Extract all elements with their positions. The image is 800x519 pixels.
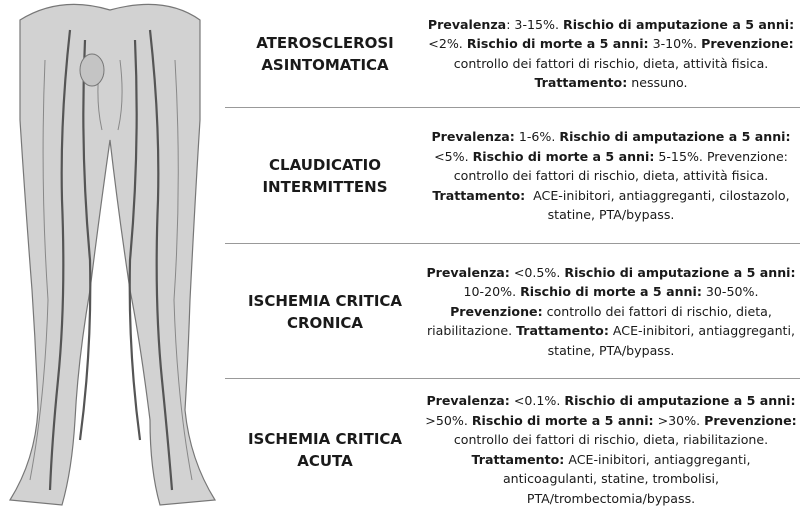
description-text: >30%. (653, 412, 705, 428)
section-description: Prevalenza: 1-6%. Rischio di amputazione… (425, 127, 797, 225)
description-text: Prevalenza: (431, 129, 515, 145)
description-text: Rischio di amputazione a 5 anni: (559, 129, 791, 145)
section-title: CLAUDICATIO INTERMITTENS (225, 154, 425, 198)
description-text: controllo dei fattori di rischio, dieta,… (453, 432, 769, 447)
description-text: 3-10%. (648, 36, 702, 51)
description-text: Prevenzione: (704, 412, 797, 428)
section-title: ISCHEMIA CRITICA CRONICA (225, 290, 425, 334)
description-text: Rischio di amputazione a 5 anni: (564, 393, 796, 408)
legs-illustration (8, 3, 217, 506)
description-text: <0.5%. (509, 264, 565, 280)
title-line: ASINTOMATICA (261, 55, 389, 74)
description-text: Trattamento: (471, 451, 565, 467)
title-line: ATEROSCLEROSI (256, 33, 394, 52)
description-text: Prevenzione: (450, 303, 543, 319)
description-text: Trattamento: (432, 187, 526, 203)
description-text: 30-50%. (701, 284, 763, 300)
description-text: Prevenzione: (701, 36, 794, 51)
section-title: ISCHEMIA CRITICA ACUTA (225, 428, 425, 472)
description-text: >50%. (425, 393, 800, 428)
description-text: controllo dei fattori di rischio, dieta,… (453, 148, 792, 184)
description-text: <5%. (434, 129, 795, 164)
section-description: Prevalenza: <0.5%. Rischio di amputazion… (425, 263, 797, 361)
description-text: ACE-inibitori, antiaggreganti, cilostazo… (525, 187, 794, 223)
description-text: 5-15%. (654, 148, 707, 164)
section-row: ISCHEMIA CRITICA ACUTA Prevalenza: <0.1%. … (225, 378, 800, 519)
description-text: Rischio di morte a 5 anni: (466, 36, 649, 51)
description-text: Prevalenza: (426, 393, 510, 408)
description-text: Rischio di morte a 5 anni: (471, 412, 654, 428)
section-row: ISCHEMIA CRITICA CRONICA Prevalenza: <0.5%… (225, 243, 800, 379)
title-line: ISCHEMIA CRITICA (247, 429, 403, 448)
description-text: ACE-inibitori, antiaggreganti, statine, … (547, 323, 800, 358)
description-text: nessuno. (627, 75, 688, 90)
description-text: Rischio di amputazione a 5 anni: (564, 264, 796, 280)
description-text: Trattamento: (516, 323, 609, 339)
title-line: INTERMITTENS (262, 178, 388, 196)
description-text: Prevenzione: (706, 148, 788, 164)
description-text: <2%. (428, 16, 799, 51)
description-text: Prevalenza: (426, 264, 510, 280)
title-line: ACUTA (297, 451, 353, 470)
description-text: 1-6%. (514, 129, 560, 145)
description-text: Rischio di morte a 5 anni: (520, 284, 702, 300)
description-text: : 3-15%. (506, 16, 563, 32)
title-line: CLAUDICATIO (269, 156, 381, 174)
section-row: ATEROSCLEROSI ASINTOMATICA Prevalenza: 3-1… (225, 0, 800, 107)
section-description: Prevalenza: 3-15%. Rischio di amputazion… (425, 15, 797, 93)
description-text: Prevalenza (427, 16, 507, 32)
description-text: controllo dei fattori di rischio, dieta,… (453, 36, 798, 71)
section-title: ATEROSCLEROSI ASINTOMATICA (225, 32, 425, 76)
section-description: Prevalenza: <0.1%. Rischio di amputazion… (425, 391, 797, 508)
description-text: 10-20%. (463, 264, 800, 300)
title-line: CRONICA (286, 313, 364, 332)
description-text: Trattamento: (534, 75, 628, 90)
title-line: ISCHEMIA CRITICA (247, 291, 403, 310)
description-text: ACE-inibitori, antiaggreganti, anticoagu… (502, 451, 759, 506)
description-text: Rischio di amputazione a 5 anni: (563, 16, 795, 32)
section-row: CLAUDICATIO INTERMITTENS Prevalenza: 1-6%.… (225, 107, 800, 244)
description-text: Rischio di morte a 5 anni: (472, 148, 655, 164)
description-text: controllo dei fattori di rischio, dieta,… (426, 303, 776, 339)
description-text: <0.1%. (509, 393, 565, 408)
